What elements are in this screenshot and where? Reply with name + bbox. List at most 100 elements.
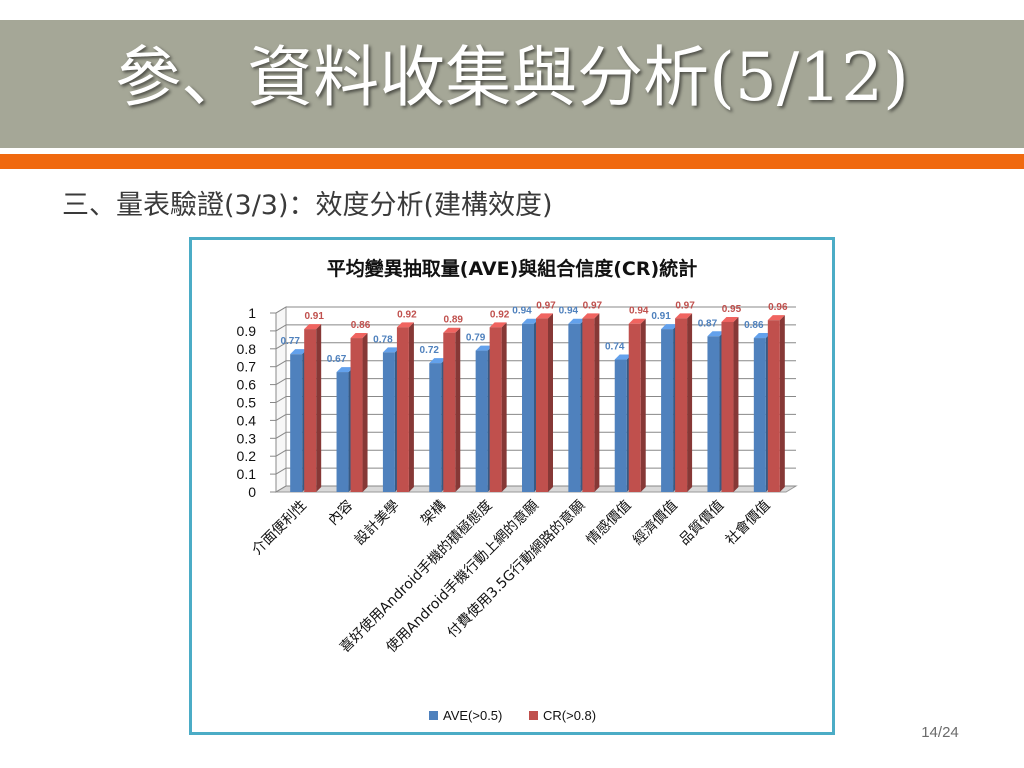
y-tick-label: 0 [248, 484, 256, 500]
bar-top [568, 318, 586, 324]
gridline-diag [275, 306, 287, 314]
y-tick-label: 0.6 [237, 377, 257, 393]
bar [336, 372, 349, 492]
bar-top [382, 347, 400, 353]
bar-top [336, 367, 354, 373]
legend-swatch [529, 711, 538, 720]
title-band [0, 20, 1024, 148]
bar [568, 323, 581, 492]
data-label: 0.92 [397, 309, 417, 320]
bar [707, 336, 720, 492]
bar [304, 329, 317, 492]
bar [382, 352, 395, 492]
data-label: 0.96 [768, 302, 788, 313]
bar-side [316, 324, 322, 492]
data-label: 0.92 [490, 309, 510, 320]
bar [429, 363, 442, 492]
gridline-diag [275, 413, 287, 421]
bar-top [429, 358, 447, 364]
bar-top [767, 315, 785, 321]
gridline-diag [275, 342, 287, 350]
data-label: 0.86 [351, 320, 371, 331]
x-tick-label: 內容 [325, 497, 357, 529]
y-tick-label: 0.7 [237, 359, 257, 375]
data-labels: 0.770.910.670.860.780.920.720.890.790.92… [280, 300, 788, 365]
x-tick-label: 情感價值 [583, 497, 635, 549]
bar [350, 338, 363, 492]
bar-top [475, 345, 493, 351]
gridline-diag [275, 449, 287, 457]
bar-top [614, 354, 632, 360]
y-tick-label: 0.3 [237, 430, 257, 446]
bar [396, 327, 409, 492]
bar-top [582, 313, 600, 319]
bar [721, 321, 734, 492]
bar-top [675, 313, 693, 319]
bar-top [721, 316, 739, 322]
bar-top [707, 331, 725, 337]
chart-legend: AVE(>0.5) CR(>0.8) [429, 708, 596, 723]
bar-side [779, 315, 785, 492]
x-tick-label: 經濟價值 [629, 497, 681, 549]
data-label: 0.74 [605, 342, 625, 353]
data-label: 0.94 [559, 306, 579, 317]
x-tick-label: 社會價值 [722, 497, 774, 549]
bar-side [501, 322, 507, 492]
y-tick-label: 1 [248, 305, 256, 321]
legend-swatch [429, 711, 438, 720]
data-label: 0.89 [444, 315, 464, 326]
y-tick-label: 0.5 [237, 395, 257, 411]
y-tick-label: 0.2 [237, 448, 257, 464]
bar [475, 350, 488, 492]
data-label: 0.67 [327, 354, 347, 365]
bar-top [489, 322, 507, 328]
legend-label: CR(>0.8) [543, 708, 596, 723]
chart-title: 平均變異抽取量(AVE)與組合信度(CR)統計 [327, 257, 697, 280]
legend-label: AVE(>0.5) [443, 708, 502, 723]
y-tick-label: 0.9 [237, 323, 257, 339]
data-label: 0.97 [583, 300, 603, 311]
bar [614, 359, 627, 492]
chart-frame: 平均變異抽取量(AVE)與組合信度(CR)統計 0 0.1 0.2 0.3 0.4 0.5… [189, 237, 835, 735]
bar-top [536, 313, 553, 319]
gridline-diag [275, 467, 287, 475]
gridline-diag [275, 360, 287, 368]
bar-top [753, 333, 771, 339]
bar-side [594, 313, 600, 492]
x-tick-label: 介面便利性 [249, 498, 310, 559]
bar [582, 318, 595, 492]
y-axis: 0 0.1 0.2 0.3 0.40.5 0.6 0.7 0.8 0.9 1 [237, 305, 277, 500]
gridline-diag [275, 378, 287, 386]
bar [767, 320, 780, 492]
x-tick-label: 架構 [418, 498, 449, 529]
data-label: 0.94 [629, 306, 649, 317]
bar-side [733, 316, 739, 492]
bar-side [362, 333, 368, 492]
slide-title: 參、資料收集與分析(5/12) [115, 39, 909, 116]
data-label: 0.86 [744, 320, 764, 331]
bar-top [396, 322, 414, 328]
bar [443, 332, 456, 492]
bar-top [443, 327, 461, 333]
y-tick-label: 0.8 [237, 341, 257, 357]
bar [753, 338, 766, 492]
bar [628, 323, 641, 492]
gridline-diag [275, 396, 287, 403]
data-label: 0.97 [536, 300, 556, 311]
bar [661, 329, 674, 492]
bar [536, 318, 548, 492]
data-label: 0.94 [512, 306, 532, 317]
data-label: 0.78 [373, 334, 393, 345]
bar-top [350, 333, 368, 339]
bar-top [304, 324, 322, 330]
slide-subtitle: 三、量表驗證(3/3)：效度分析(建構效度) [62, 190, 553, 221]
bar [290, 354, 303, 492]
ave-cr-bar-chart: 平均變異抽取量(AVE)與組合信度(CR)統計 0 0.1 0.2 0.3 0.40.5… [237, 257, 798, 723]
x-tick-label: 品質價值 [676, 497, 728, 549]
x-tick-label: 設計美學 [352, 498, 403, 549]
bar-top [290, 349, 308, 355]
bar [522, 323, 534, 492]
y-tick-label: 0.4 [237, 412, 257, 428]
bar [489, 327, 502, 492]
y-tick-label: 0.1 [237, 466, 257, 482]
